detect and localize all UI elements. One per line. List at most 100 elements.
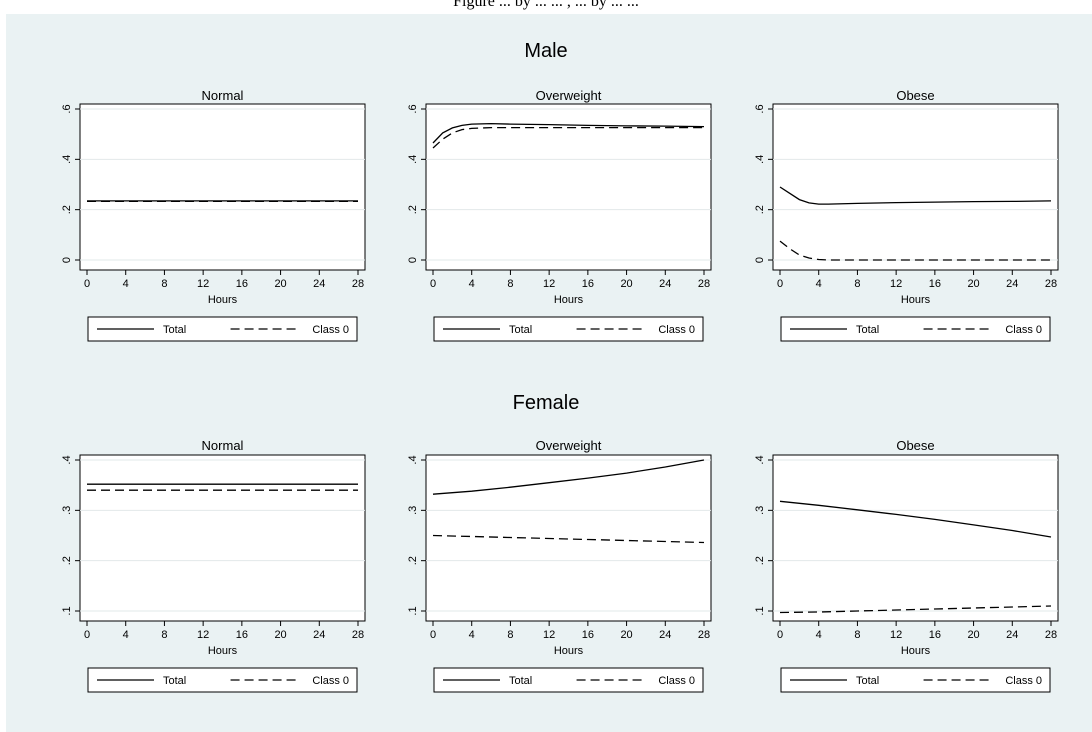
legend: Total Class 0: [87, 667, 358, 693]
legend-label-class-0: Class 0: [1005, 675, 1042, 687]
group-title-male: Male: [524, 40, 567, 62]
panel-female-overweight: Overweight .1 .2 .3 .4 0 4 8 12 16 20 24 28 Hours Tota…: [407, 438, 712, 693]
plot-area: [79, 454, 366, 622]
panel-title: Obese: [896, 88, 934, 103]
legend-label-class-0: Class 0: [312, 675, 349, 687]
x-tick-label: 28: [352, 278, 364, 290]
panels: Normal 0 .2 .4 .6 0 4 8 12 16 20 24 28 Hours Total Clas…: [61, 88, 1059, 693]
series-line-total: [779, 500, 1052, 538]
caption-fragment: Figure ... by ... ... , ... by ... ...: [453, 0, 639, 10]
x-tick-label: 28: [1045, 278, 1057, 290]
y-tick-label: 0: [754, 257, 766, 263]
plot-area: [79, 103, 366, 271]
y-tick-label: .6: [754, 104, 766, 113]
x-tick-label: 24: [659, 629, 671, 641]
y-tick-label: .3: [754, 506, 766, 515]
x-tick-label: 28: [1045, 629, 1057, 641]
x-tick-label: 12: [890, 278, 902, 290]
legend: Total Class 0: [87, 316, 358, 342]
x-tick-label: 16: [236, 629, 248, 641]
x-tick-label: 28: [698, 629, 710, 641]
legend-label-class-0: Class 0: [312, 324, 349, 336]
y-tick-label: 0: [407, 257, 419, 263]
x-tick-label: 0: [430, 629, 436, 641]
x-tick-label: 0: [430, 278, 436, 290]
x-tick-label: 12: [543, 278, 555, 290]
x-tick-label: 4: [469, 278, 475, 290]
x-tick-label: 16: [929, 278, 941, 290]
y-tick-label: .2: [754, 205, 766, 214]
x-tick-label: 20: [274, 629, 286, 641]
series-line-class-0: [779, 605, 1052, 614]
x-tick-label: 4: [469, 629, 475, 641]
plot-area: [425, 103, 712, 271]
x-tick-label: 0: [777, 629, 783, 641]
legend-label-total: Total: [163, 324, 186, 336]
x-axis-label: Hours: [554, 645, 584, 657]
y-tick-label: .3: [61, 506, 73, 515]
x-tick-label: 0: [84, 278, 90, 290]
x-tick-label: 24: [313, 278, 325, 290]
y-tick-label: .2: [407, 556, 419, 565]
y-tick-label: .4: [754, 155, 766, 164]
x-tick-label: 4: [123, 629, 129, 641]
x-tick-label: 16: [929, 629, 941, 641]
x-tick-label: 0: [777, 278, 783, 290]
y-tick-label: .4: [61, 155, 73, 164]
legend-box: [780, 667, 1051, 693]
x-tick-label: 20: [620, 629, 632, 641]
x-tick-label: 8: [854, 629, 860, 641]
legend: Total Class 0: [780, 316, 1051, 342]
panel-female-obese: Obese .1 .2 .3 .4 0 4 8 12 16 20 24 28 Hours Total Clas…: [754, 438, 1059, 693]
x-tick-label: 8: [161, 278, 167, 290]
y-tick-label: .2: [407, 205, 419, 214]
x-tick-label: 20: [620, 278, 632, 290]
panel-title: Obese: [896, 438, 934, 453]
legend-label-class-0: Class 0: [1005, 324, 1042, 336]
series-line-class-0: [432, 534, 705, 544]
x-tick-label: 16: [582, 278, 594, 290]
x-tick-label: 0: [84, 629, 90, 641]
x-tick-label: 12: [197, 629, 209, 641]
legend: Total Class 0: [780, 667, 1051, 693]
legend: Total Class 0: [433, 316, 704, 342]
x-tick-label: 24: [659, 278, 671, 290]
plot-area: [425, 454, 712, 622]
page-top-strip: [0, 0, 1092, 14]
x-tick-label: 12: [197, 278, 209, 290]
x-axis-label: Hours: [901, 294, 931, 306]
panel-title: Normal: [202, 88, 244, 103]
x-tick-label: 12: [890, 629, 902, 641]
x-axis-label: Hours: [208, 294, 238, 306]
x-tick-label: 8: [507, 629, 513, 641]
x-tick-label: 8: [854, 278, 860, 290]
x-tick-label: 4: [816, 629, 822, 641]
x-tick-label: 24: [1006, 629, 1018, 641]
legend-label-total: Total: [163, 675, 186, 687]
panel-male-obese: Obese 0 .2 .4 .6 0 4 8 12 16 20 24 28 Hours Total Class…: [754, 88, 1059, 342]
y-tick-label: 0: [61, 257, 73, 263]
y-tick-label: .4: [754, 455, 766, 464]
x-tick-label: 24: [313, 629, 325, 641]
y-tick-label: .2: [754, 556, 766, 565]
series-line-total: [432, 459, 705, 495]
y-tick-label: .2: [61, 205, 73, 214]
series-line-total: [779, 186, 1052, 205]
x-axis-label: Hours: [208, 645, 238, 657]
plot-area: [772, 454, 1059, 622]
x-tick-label: 4: [816, 278, 822, 290]
y-tick-label: .4: [407, 155, 419, 164]
legend-label-total: Total: [509, 324, 532, 336]
y-tick-label: .1: [754, 606, 766, 615]
legend-label-total: Total: [509, 675, 532, 687]
y-tick-label: .1: [61, 606, 73, 615]
x-tick-label: 16: [582, 629, 594, 641]
plot-area: [772, 103, 1059, 271]
panel-male-overweight: Overweight 0 .2 .4 .6 0 4 8 12 16 20 24 28 Hours Total…: [407, 88, 712, 342]
x-axis-label: Hours: [901, 645, 931, 657]
x-tick-label: 20: [274, 278, 286, 290]
legend-label-total: Total: [856, 675, 879, 687]
legend-label-class-0: Class 0: [658, 675, 695, 687]
panel-female-normal: Normal .1 .2 .3 .4 0 4 8 12 16 20 24 28 Hours Total Cla…: [61, 438, 366, 693]
